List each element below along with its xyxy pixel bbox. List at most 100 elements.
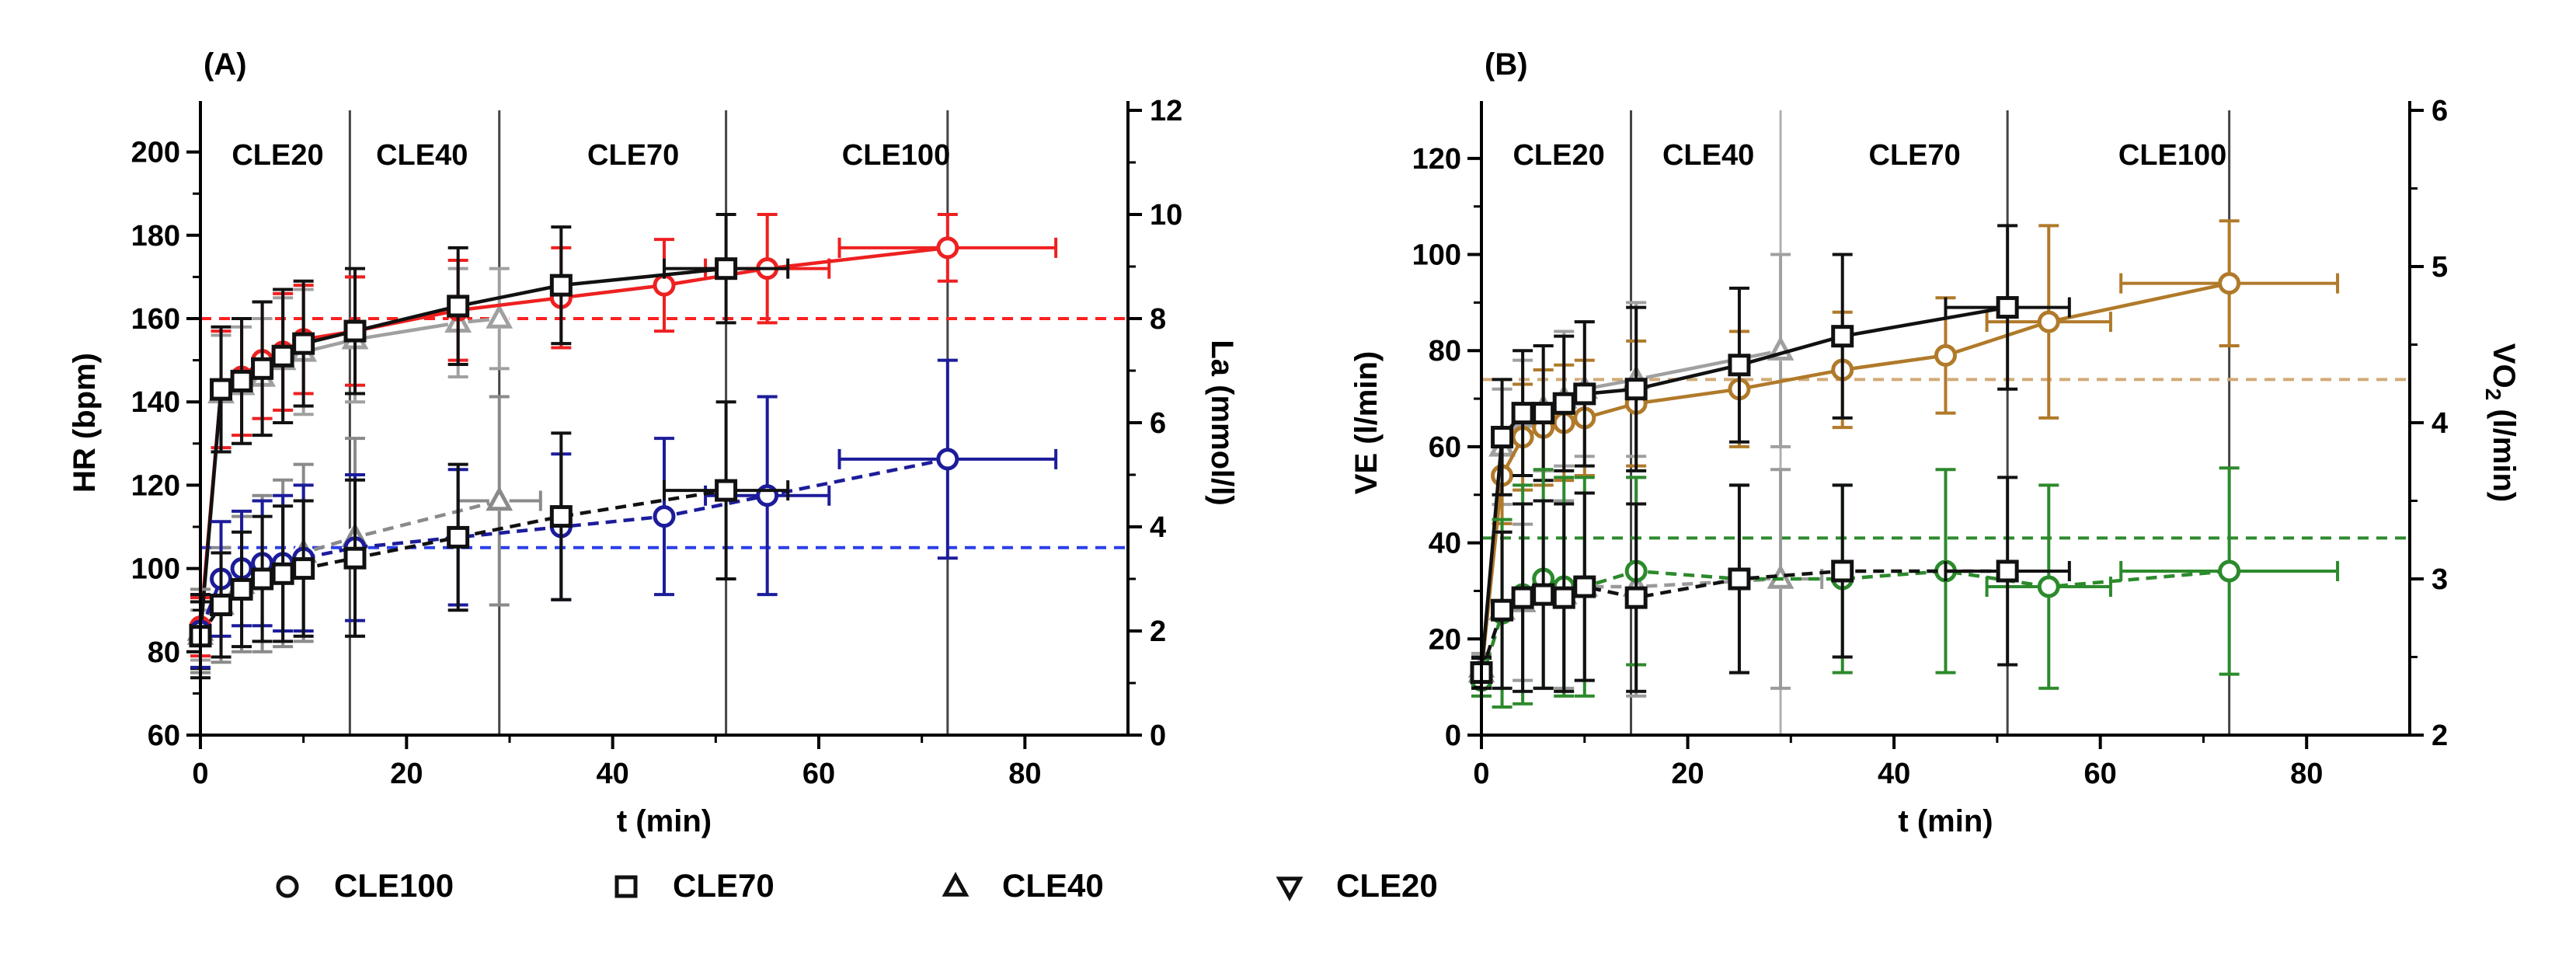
marker-backdrop: [551, 506, 572, 527]
data-point: [486, 486, 513, 511]
marker-backdrop: [1832, 326, 1853, 347]
y-tick-label: 120: [1412, 143, 1461, 176]
x-tick-label: 80: [1008, 758, 1041, 790]
legend-label: CLE20: [1336, 867, 1438, 904]
marker-backdrop: [2219, 273, 2240, 294]
x-tick-label: 20: [1671, 758, 1704, 790]
marker-backdrop: [654, 275, 674, 296]
marker-backdrop: [1997, 297, 2018, 318]
data-point: [1491, 426, 1514, 449]
legend-label: CLE40: [1002, 867, 1104, 904]
data-point: [2037, 575, 2060, 598]
data-point: [447, 525, 470, 549]
marker-backdrop: [1728, 569, 1749, 589]
marker-backdrop: [345, 548, 365, 569]
data-point: [1511, 402, 1534, 425]
data-point: [715, 479, 738, 502]
marker-backdrop: [1513, 587, 1533, 608]
panel-label: (B): [1485, 47, 1528, 82]
data-point: [447, 295, 470, 318]
marker-backdrop: [345, 321, 365, 342]
marker-backdrop: [231, 371, 252, 392]
data-point: [1624, 586, 1648, 609]
x-axis-label: t (min): [1898, 804, 1993, 838]
y-tick-label: 0: [1445, 720, 1461, 752]
legend-item-cle70: CLE70: [614, 867, 775, 904]
y-tick-label: 40: [1429, 528, 1461, 560]
y-tick-label: 180: [131, 220, 180, 253]
data-point: [1996, 296, 2019, 319]
stage-label: CLE20: [231, 139, 323, 172]
data-point: [210, 378, 233, 401]
data-point: [936, 236, 959, 260]
marker-backdrop: [231, 579, 252, 600]
data-point: [936, 448, 959, 471]
legend-label: CLE100: [334, 867, 454, 904]
y-tick-label: 140: [131, 386, 180, 419]
y2-tick-label: 3: [2432, 563, 2448, 596]
y-tick-label: 160: [131, 303, 180, 336]
data-point: [1532, 402, 1555, 425]
y-tick-label: 60: [1429, 431, 1461, 464]
marker-backdrop: [1728, 354, 1749, 375]
marker-backdrop: [1832, 560, 1853, 581]
x-tick-label: 40: [597, 758, 629, 790]
marker-backdrop: [715, 258, 736, 279]
marker-backdrop: [1935, 345, 1956, 366]
data-point: [1996, 559, 2019, 583]
legend-marker: [614, 875, 638, 898]
y-tick-label: 100: [131, 553, 180, 586]
y2-tick-label: 6: [2432, 95, 2448, 127]
y-tick-label: 200: [131, 137, 180, 169]
y-axis-label: HR (bpm): [68, 353, 102, 493]
data-point: [271, 344, 294, 368]
y2-tick-label: 4: [1150, 511, 1166, 544]
data-point: [1934, 343, 1957, 367]
stage-label: CLE40: [1662, 139, 1754, 172]
data-point: [1728, 567, 1751, 591]
x-tick-label: 80: [2290, 758, 2323, 790]
marker-backdrop: [1492, 600, 1513, 621]
marker-backdrop: [447, 295, 468, 316]
legend: CLE100 CLE70 CLE40 CLE20: [276, 867, 1438, 904]
legend-marker: [942, 872, 969, 897]
y2-axis-label-main: VO: [2487, 343, 2521, 389]
data-point: [2218, 272, 2241, 295]
data-point: [2037, 310, 2060, 333]
data-point: [230, 369, 253, 392]
y2-tick-label: 2: [2432, 720, 2448, 752]
marker-backdrop: [273, 346, 294, 367]
data-point: [1552, 586, 1575, 609]
legend-item-cle20: CLE20: [1276, 867, 1438, 904]
data-point: [292, 557, 315, 580]
legend-marker: [1276, 877, 1304, 901]
y2-tick-label: 0: [1150, 720, 1166, 752]
panel-a-chart: 0 20 40 60 80 60 80 100 120 140 160 180 200 0 2 4 6 8 10 12…: [68, 47, 1239, 838]
data-point: [210, 594, 233, 616]
data-point: [251, 357, 274, 380]
stage-label: CLE70: [587, 139, 679, 172]
series-ve-cle70: [1470, 224, 2071, 689]
y2-axis-label-unit: (l/min): [2487, 400, 2521, 502]
data-point: [715, 257, 738, 281]
marker-backdrop: [293, 558, 314, 579]
series-vo2-cle70: [1470, 476, 2071, 693]
data-point: [1767, 336, 1794, 361]
y2-tick-label: 5: [2432, 251, 2448, 284]
y2-axis-label: La (mmol/l): [1205, 340, 1239, 505]
data-point: [271, 562, 294, 585]
marker-backdrop: [1574, 577, 1595, 598]
stage-label: CLE20: [1513, 139, 1604, 172]
data-point: [230, 577, 253, 601]
data-point: [1511, 586, 1534, 609]
panel-label: (A): [204, 47, 247, 82]
marker-backdrop: [551, 275, 572, 296]
data-point: [343, 546, 367, 570]
y-tick-label: 20: [1429, 623, 1461, 656]
marker-backdrop: [1554, 393, 1575, 414]
data-point: [1573, 382, 1596, 406]
data-point: [486, 304, 513, 329]
legend-item-cle40: CLE40: [942, 867, 1104, 904]
data-point: [1573, 575, 1596, 598]
